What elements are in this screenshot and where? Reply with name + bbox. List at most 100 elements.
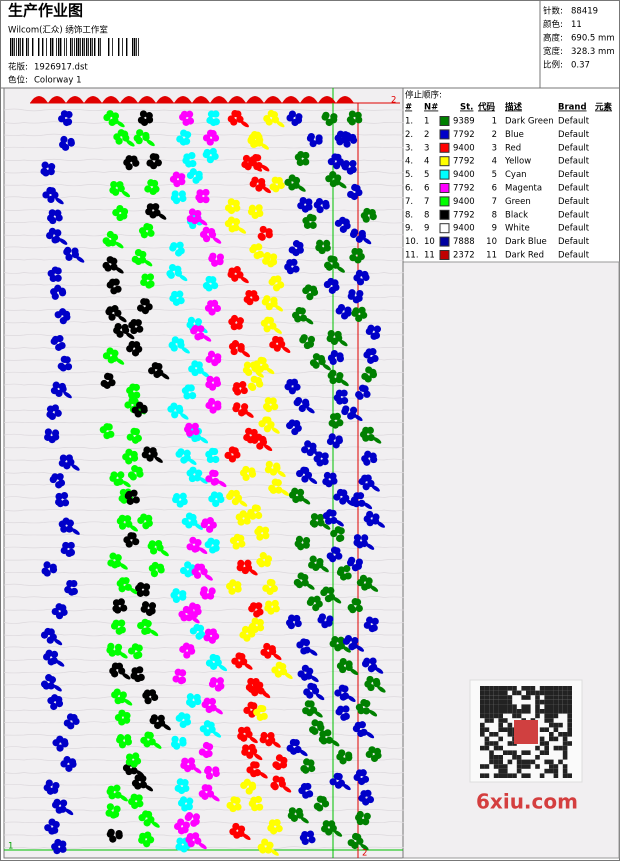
leaf xyxy=(126,139,135,147)
bar xyxy=(10,38,12,56)
qr-cell xyxy=(558,686,563,691)
barcode xyxy=(10,38,139,56)
petal xyxy=(256,365,265,373)
petal xyxy=(115,829,123,838)
petal xyxy=(116,181,124,189)
qr-cell xyxy=(526,759,531,765)
petal xyxy=(205,475,213,483)
petal xyxy=(349,406,358,414)
petal xyxy=(364,789,372,797)
petal xyxy=(170,242,178,250)
petal xyxy=(261,838,269,846)
qr-cell xyxy=(507,741,513,746)
petal xyxy=(349,159,357,168)
petal xyxy=(301,446,309,454)
petal xyxy=(179,492,187,500)
petal xyxy=(55,498,63,506)
petal xyxy=(362,707,370,715)
petal xyxy=(258,177,266,186)
leaf xyxy=(143,259,153,267)
petal xyxy=(371,617,379,625)
petal xyxy=(55,695,63,704)
row-index: 7. xyxy=(405,197,413,207)
petal xyxy=(265,739,273,747)
qr-cell xyxy=(521,773,526,778)
petal xyxy=(238,540,246,548)
bar xyxy=(20,38,21,56)
petal xyxy=(263,252,272,260)
petal xyxy=(324,729,332,737)
petal xyxy=(242,465,250,474)
petal xyxy=(262,584,270,592)
petal xyxy=(307,133,315,141)
petal xyxy=(60,799,68,807)
petal xyxy=(237,825,246,833)
petal xyxy=(250,602,258,610)
wave xyxy=(3,733,405,737)
wave xyxy=(3,771,405,774)
row-n: 3 xyxy=(424,143,429,153)
blank-area xyxy=(402,261,620,859)
qr-cell xyxy=(498,713,503,719)
petal xyxy=(288,110,297,118)
petal xyxy=(309,285,318,293)
leaf xyxy=(277,470,286,478)
row-brand: Default xyxy=(558,130,590,140)
petal xyxy=(259,225,267,234)
petal xyxy=(232,218,241,226)
petal xyxy=(305,198,313,206)
petal xyxy=(306,293,314,301)
leaf xyxy=(121,672,131,680)
petal xyxy=(252,761,260,769)
petal xyxy=(195,632,203,640)
petal xyxy=(126,433,134,441)
petal xyxy=(228,225,236,233)
petal xyxy=(176,290,184,298)
petal xyxy=(145,112,153,120)
row-code: 6 xyxy=(492,184,497,194)
petal xyxy=(153,370,161,379)
petal xyxy=(198,748,206,756)
petal xyxy=(351,564,360,572)
petal xyxy=(362,818,370,826)
petal xyxy=(239,381,247,389)
petal xyxy=(119,691,127,699)
qr-logo xyxy=(514,720,538,744)
petal xyxy=(60,738,69,746)
petal xyxy=(172,675,180,683)
petal xyxy=(243,295,251,304)
qr-cell xyxy=(567,713,572,719)
qr-cell xyxy=(521,704,526,709)
petal xyxy=(332,441,340,449)
row-code: 8 xyxy=(492,210,497,220)
petal xyxy=(344,634,353,643)
qr-cell xyxy=(549,713,554,719)
qr-cell xyxy=(549,686,554,691)
petal xyxy=(139,110,148,118)
row-desc: Dark Green xyxy=(505,117,554,127)
bar xyxy=(118,38,120,56)
petal xyxy=(114,322,122,331)
qr-cell xyxy=(562,764,568,769)
qr-cell xyxy=(503,718,508,723)
petal xyxy=(265,600,273,608)
row-brand: Default xyxy=(558,237,590,247)
petal xyxy=(242,744,250,752)
petal xyxy=(107,828,115,836)
petal xyxy=(48,163,56,171)
row-n: 6 xyxy=(424,184,429,194)
leaf xyxy=(245,411,254,418)
studio: Wilcom(汇众) 绣饰工作室 xyxy=(8,25,108,36)
leaf xyxy=(322,363,331,371)
leaf xyxy=(149,629,159,637)
leaf xyxy=(135,770,145,777)
petal xyxy=(349,133,357,142)
row-index: 8. xyxy=(405,210,413,220)
petal xyxy=(187,316,196,324)
leaf xyxy=(157,213,167,220)
leaf xyxy=(122,480,131,488)
petal xyxy=(130,489,138,497)
leaf xyxy=(237,227,247,234)
leaf xyxy=(260,143,269,150)
petal xyxy=(143,446,151,454)
